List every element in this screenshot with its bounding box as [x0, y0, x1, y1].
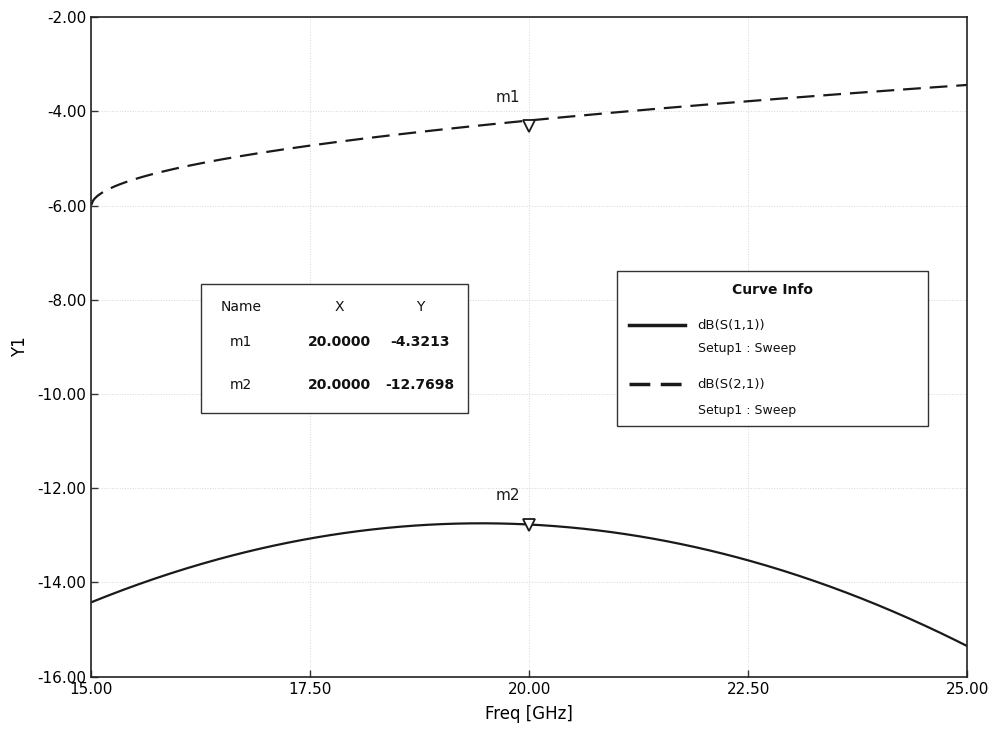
Text: m2: m2	[230, 377, 252, 391]
Text: Name: Name	[220, 300, 261, 314]
Text: Setup1 : Sweep: Setup1 : Sweep	[698, 404, 796, 417]
Y-axis label: Y1: Y1	[11, 336, 29, 357]
Text: X: X	[335, 300, 344, 314]
Text: -12.7698: -12.7698	[385, 377, 454, 391]
Text: -4.3213: -4.3213	[390, 335, 450, 349]
FancyBboxPatch shape	[201, 284, 468, 413]
Text: 20.0000: 20.0000	[308, 377, 371, 391]
X-axis label: Freq [GHz]: Freq [GHz]	[485, 705, 573, 723]
Text: m1: m1	[230, 335, 252, 349]
Text: dB(S(2,1)): dB(S(2,1))	[698, 378, 765, 390]
Text: m2: m2	[496, 488, 520, 504]
Text: m1: m1	[496, 90, 520, 105]
Text: Setup1 : Sweep: Setup1 : Sweep	[698, 342, 796, 355]
Text: Curve Info: Curve Info	[732, 283, 813, 297]
FancyBboxPatch shape	[617, 271, 928, 426]
Text: dB(S(1,1)): dB(S(1,1))	[698, 319, 765, 332]
Text: 20.0000: 20.0000	[308, 335, 371, 349]
Text: Y: Y	[416, 300, 424, 314]
